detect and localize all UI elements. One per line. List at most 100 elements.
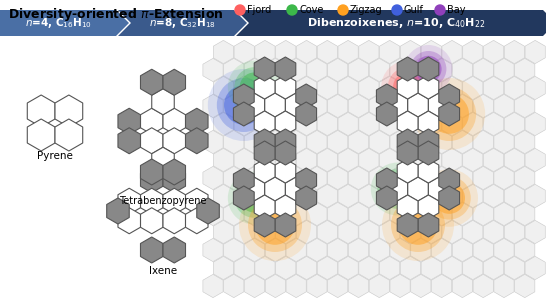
Circle shape bbox=[263, 177, 287, 201]
Polygon shape bbox=[276, 256, 296, 280]
Polygon shape bbox=[55, 95, 82, 127]
Polygon shape bbox=[234, 76, 254, 100]
Polygon shape bbox=[317, 40, 337, 64]
Polygon shape bbox=[286, 274, 306, 298]
Circle shape bbox=[255, 205, 295, 245]
Polygon shape bbox=[376, 168, 397, 192]
Polygon shape bbox=[328, 130, 348, 154]
Polygon shape bbox=[203, 274, 223, 298]
Polygon shape bbox=[254, 111, 275, 135]
Polygon shape bbox=[140, 188, 163, 214]
Polygon shape bbox=[431, 202, 452, 226]
Polygon shape bbox=[505, 148, 525, 172]
Polygon shape bbox=[296, 220, 317, 244]
Polygon shape bbox=[525, 112, 545, 136]
Polygon shape bbox=[140, 108, 163, 134]
Polygon shape bbox=[254, 75, 275, 99]
Polygon shape bbox=[348, 166, 369, 190]
Circle shape bbox=[434, 182, 465, 214]
Polygon shape bbox=[338, 76, 358, 100]
Polygon shape bbox=[317, 112, 337, 136]
Polygon shape bbox=[397, 159, 418, 183]
Polygon shape bbox=[328, 166, 348, 190]
Polygon shape bbox=[163, 159, 186, 185]
Circle shape bbox=[338, 5, 348, 15]
Text: Gulf: Gulf bbox=[404, 5, 424, 15]
Text: Dibenzoixenes, $n$=10, C$_{40}$H$_{22}$: Dibenzoixenes, $n$=10, C$_{40}$H$_{22}$ bbox=[307, 16, 485, 30]
Polygon shape bbox=[163, 188, 186, 214]
Polygon shape bbox=[286, 177, 306, 201]
Polygon shape bbox=[359, 112, 379, 136]
Polygon shape bbox=[411, 166, 431, 190]
Polygon shape bbox=[265, 58, 286, 82]
Polygon shape bbox=[118, 108, 140, 134]
Circle shape bbox=[383, 175, 412, 203]
Polygon shape bbox=[307, 58, 327, 82]
Polygon shape bbox=[452, 274, 472, 298]
Polygon shape bbox=[400, 184, 420, 208]
Polygon shape bbox=[317, 76, 337, 100]
Polygon shape bbox=[525, 256, 545, 280]
Polygon shape bbox=[421, 148, 441, 172]
Polygon shape bbox=[462, 256, 483, 280]
Polygon shape bbox=[203, 166, 223, 190]
Text: Pyrene: Pyrene bbox=[37, 151, 73, 161]
Polygon shape bbox=[400, 220, 420, 244]
Circle shape bbox=[398, 205, 438, 245]
Polygon shape bbox=[254, 57, 275, 81]
Polygon shape bbox=[494, 202, 514, 226]
Polygon shape bbox=[213, 256, 234, 280]
Polygon shape bbox=[275, 159, 296, 183]
Circle shape bbox=[388, 67, 428, 107]
Polygon shape bbox=[296, 40, 317, 64]
Polygon shape bbox=[397, 57, 418, 81]
Polygon shape bbox=[255, 112, 275, 136]
Polygon shape bbox=[275, 141, 296, 165]
Polygon shape bbox=[442, 76, 462, 100]
Polygon shape bbox=[140, 128, 163, 154]
Polygon shape bbox=[418, 111, 439, 135]
Polygon shape bbox=[348, 274, 369, 298]
Polygon shape bbox=[338, 40, 358, 64]
Polygon shape bbox=[163, 69, 186, 95]
Polygon shape bbox=[359, 148, 379, 172]
Circle shape bbox=[405, 45, 453, 93]
Polygon shape bbox=[255, 184, 275, 208]
Polygon shape bbox=[359, 256, 379, 280]
Polygon shape bbox=[255, 40, 275, 64]
Polygon shape bbox=[473, 94, 493, 118]
Polygon shape bbox=[418, 159, 439, 183]
Polygon shape bbox=[473, 238, 493, 262]
Text: Tetrabenzopyrene: Tetrabenzopyrene bbox=[119, 196, 207, 206]
Polygon shape bbox=[255, 220, 275, 244]
Circle shape bbox=[371, 163, 424, 216]
Polygon shape bbox=[376, 84, 397, 108]
Polygon shape bbox=[203, 58, 223, 82]
Polygon shape bbox=[276, 112, 296, 136]
Polygon shape bbox=[338, 256, 358, 280]
Polygon shape bbox=[27, 119, 55, 151]
Polygon shape bbox=[411, 238, 431, 262]
Circle shape bbox=[287, 5, 297, 15]
Polygon shape bbox=[442, 112, 462, 136]
Text: Diversity-oriented $\pi$-Extension: Diversity-oriented $\pi$-Extension bbox=[8, 6, 223, 23]
Polygon shape bbox=[473, 58, 493, 82]
Polygon shape bbox=[234, 40, 254, 64]
Polygon shape bbox=[307, 274, 327, 298]
Polygon shape bbox=[317, 220, 337, 244]
Polygon shape bbox=[140, 159, 163, 185]
Circle shape bbox=[240, 184, 269, 213]
Polygon shape bbox=[359, 220, 379, 244]
Polygon shape bbox=[421, 184, 441, 208]
Polygon shape bbox=[452, 166, 472, 190]
Polygon shape bbox=[411, 130, 431, 154]
Polygon shape bbox=[286, 94, 306, 118]
Circle shape bbox=[228, 172, 281, 225]
Polygon shape bbox=[328, 238, 348, 262]
Polygon shape bbox=[494, 130, 514, 154]
Polygon shape bbox=[505, 40, 525, 64]
Polygon shape bbox=[400, 256, 420, 280]
Polygon shape bbox=[400, 76, 420, 100]
Circle shape bbox=[393, 73, 422, 101]
Polygon shape bbox=[431, 130, 452, 154]
